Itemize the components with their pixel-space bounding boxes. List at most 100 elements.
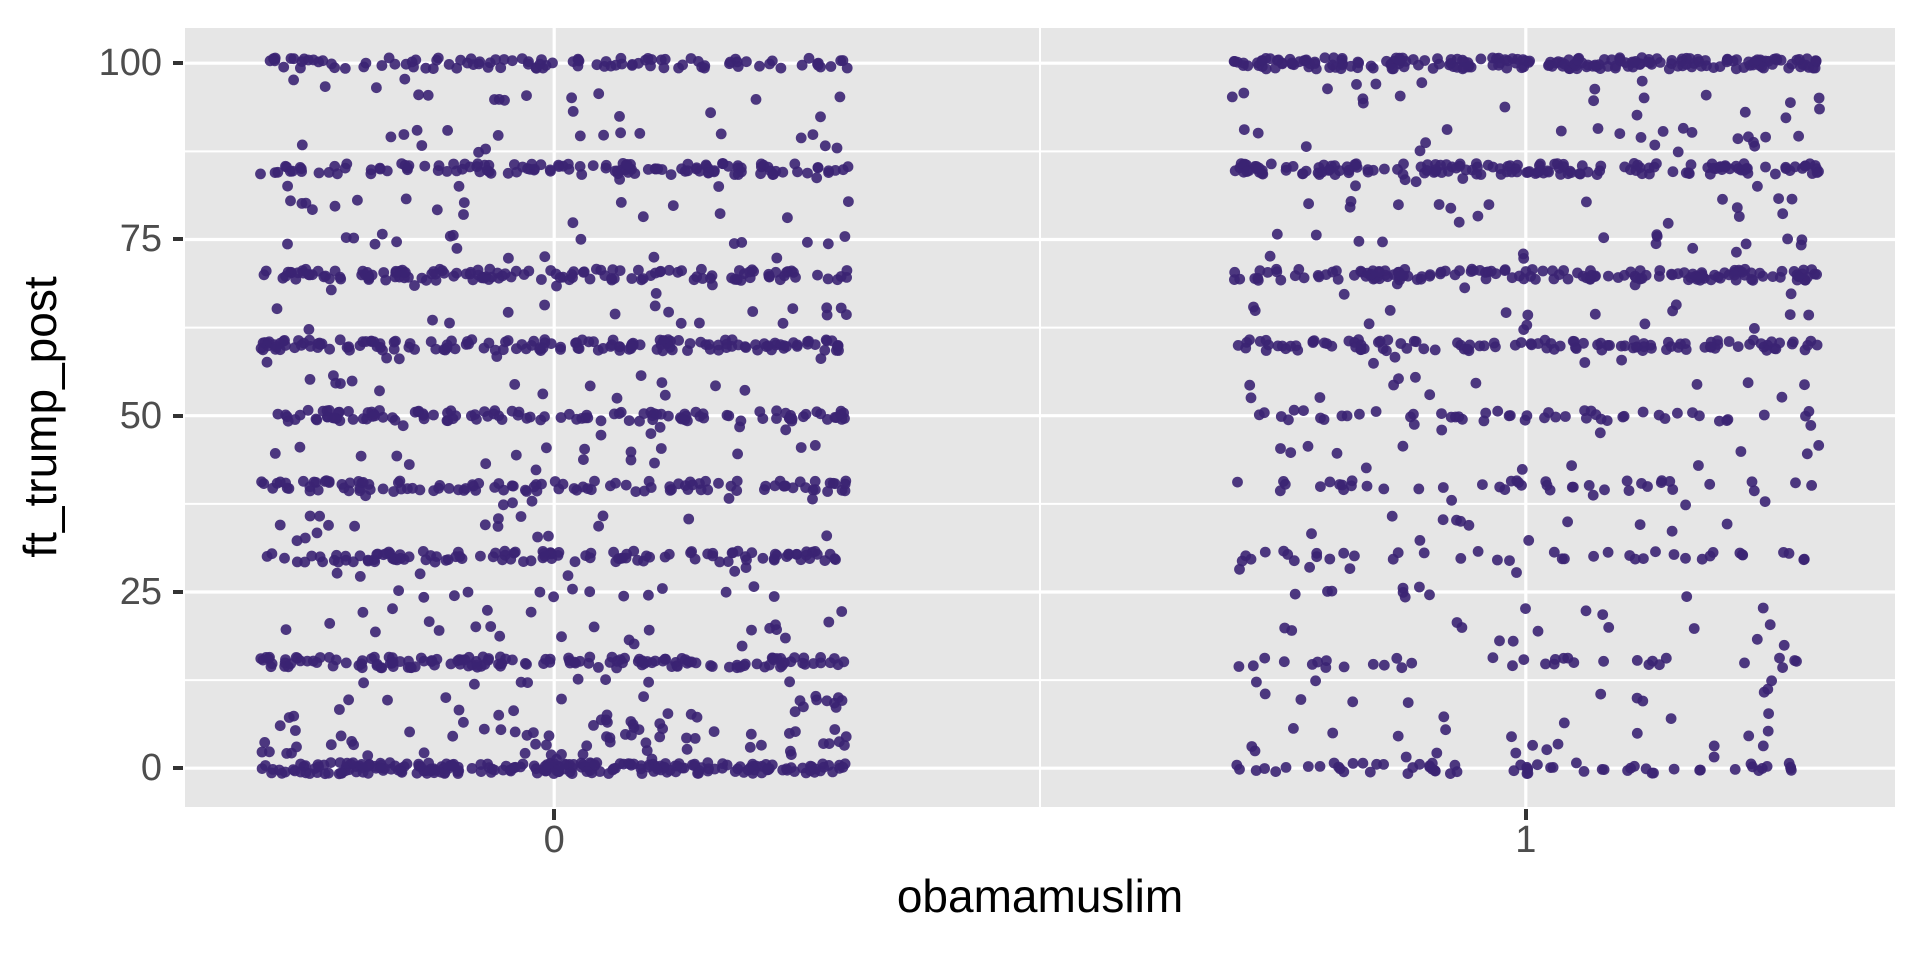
data-point [1519,414,1531,426]
data-point [1748,485,1760,497]
data-point [1730,274,1742,286]
data-point [1365,60,1377,72]
data-point [1419,167,1430,179]
data-point [497,270,508,282]
data-point [427,63,439,74]
data-point [1391,652,1403,664]
data-point [815,652,826,663]
data-point [508,705,519,717]
data-point [1264,53,1276,65]
data-point [785,749,797,760]
data-point [1370,78,1382,90]
data-point [1518,324,1530,335]
y-tick-mark [173,413,183,418]
data-point [1507,635,1519,647]
data-point [1677,122,1689,134]
data-point [685,53,697,64]
data-point [1226,91,1238,103]
data-point [1526,339,1537,351]
data-point [595,264,607,276]
data-point [1322,83,1333,95]
data-point [1691,379,1703,390]
data-point [756,739,767,751]
data-point [319,476,331,487]
data-point [1604,340,1615,351]
data-point [823,165,834,177]
data-point [647,414,659,426]
data-point [637,273,649,284]
data-point [787,303,799,314]
data-point [807,129,819,141]
x-tick-mark [1523,809,1528,820]
data-point [399,73,411,85]
data-point [818,738,829,749]
data-point [726,547,738,559]
data-point [698,412,710,424]
data-point [1454,158,1466,170]
data-point [663,306,674,318]
data-point [573,343,585,354]
data-point [771,405,782,417]
data-point [1733,211,1745,222]
data-point [1634,519,1646,530]
data-point [506,405,518,417]
data-point [1338,661,1350,673]
data-point [375,762,386,774]
data-point [1334,763,1346,775]
data-point [1592,339,1603,351]
data-point [1319,52,1331,64]
data-point [1649,139,1661,151]
data-point [1311,551,1323,563]
data-point [1578,766,1590,777]
data-point [1253,162,1265,174]
data-point [1594,427,1606,439]
data-point [582,483,593,494]
data-point [834,91,846,103]
data-point [421,767,433,779]
data-point [469,678,480,690]
data-point [1233,661,1245,672]
data-point [584,586,596,598]
data-point [403,551,415,563]
data-point [1799,379,1810,391]
data-point [1511,166,1523,178]
data-point [489,94,500,105]
data-point [1306,528,1317,540]
data-point [1761,761,1773,772]
data-point [285,195,296,207]
data-point [750,94,762,105]
data-point [645,60,656,72]
data-point [369,651,380,663]
data-point [509,159,520,170]
data-point [1478,415,1490,427]
data-point [304,768,316,779]
data-point [1631,341,1643,353]
data-point [1548,546,1560,558]
data-point [651,344,663,355]
data-point [1298,405,1309,416]
data-point [1811,339,1823,351]
data-point [1349,550,1360,562]
data-point [480,458,492,470]
data-point [1656,475,1668,487]
data-point [1418,547,1430,559]
data-point [376,662,388,674]
data-point [502,167,514,179]
data-point [1628,57,1639,68]
data-point [1480,273,1492,285]
data-point [390,335,401,347]
data-point [1729,764,1741,775]
data-point [473,146,484,158]
data-point [1370,406,1382,417]
data-point [562,158,574,170]
data-point [298,53,310,65]
data-point [578,454,589,465]
data-point [557,478,569,490]
data-point [506,55,518,67]
data-point [789,706,801,718]
data-point [1670,299,1682,311]
data-point [1323,165,1335,176]
data-point [1367,658,1379,670]
data-point [821,695,833,707]
data-point [503,252,514,264]
